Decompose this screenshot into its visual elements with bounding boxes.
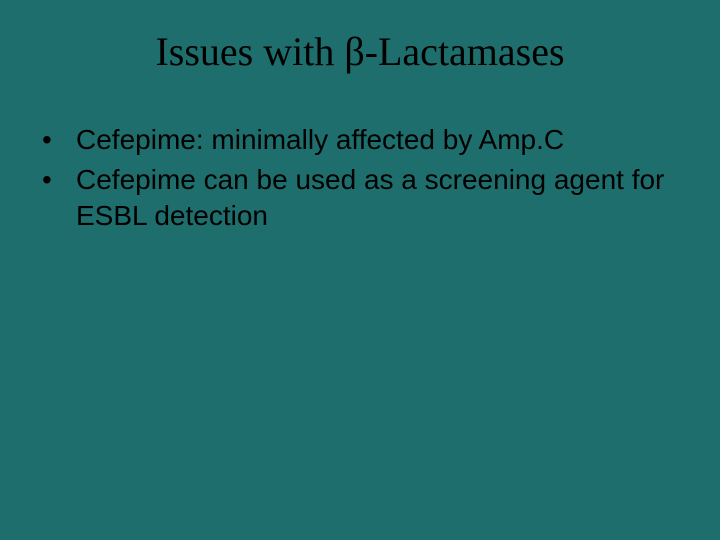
bullet-icon: • (40, 122, 76, 158)
bullet-icon: • (40, 162, 76, 198)
bullet-text: Cefepime can be used as a screening agen… (76, 162, 680, 234)
list-item: • Cefepime can be used as a screening ag… (40, 162, 680, 234)
bullet-text: Cefepime: minimally affected by Amp.C (76, 122, 680, 158)
slide-body: • Cefepime: minimally affected by Amp.C … (40, 122, 680, 237)
list-item: • Cefepime: minimally affected by Amp.C (40, 122, 680, 158)
slide-title: Issues with β-Lactamases (0, 28, 720, 75)
slide: Issues with β-Lactamases • Cefepime: min… (0, 0, 720, 540)
